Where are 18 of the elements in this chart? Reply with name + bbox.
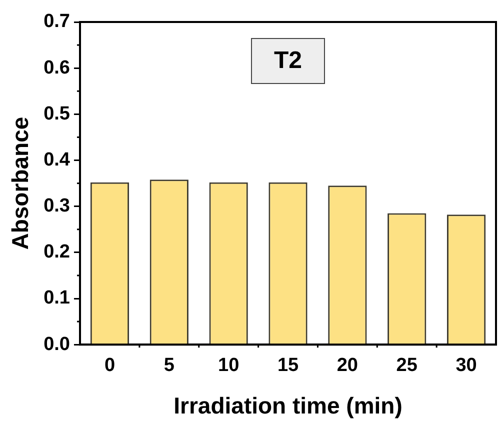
y-tick-label: 0.2 <box>44 242 70 263</box>
x-tick-label: 20 <box>336 355 358 376</box>
y-tick-label: 0.1 <box>44 288 70 309</box>
x-tick-label: 30 <box>456 355 477 376</box>
x-tick-label: 0 <box>104 355 116 376</box>
y-tick-label: 0.7 <box>44 11 70 32</box>
x-axis-title: Irradiation time (min) <box>174 392 402 419</box>
x-tick-label: 10 <box>218 355 240 376</box>
y-tick-label: 0.6 <box>44 57 70 78</box>
text: T2 <box>250 38 326 84</box>
x-tick-label: 15 <box>277 355 300 376</box>
y-tick-label: 0.3 <box>44 196 70 217</box>
y-axis-title: Absorbance <box>7 116 34 250</box>
y-tick-label: 0.4 <box>44 149 70 170</box>
y-tick-label: 0.0 <box>44 334 70 355</box>
x-tick-label: 5 <box>164 355 175 376</box>
y-tick-label: 0.5 <box>44 103 70 124</box>
x-tick-label: 25 <box>396 355 418 376</box>
